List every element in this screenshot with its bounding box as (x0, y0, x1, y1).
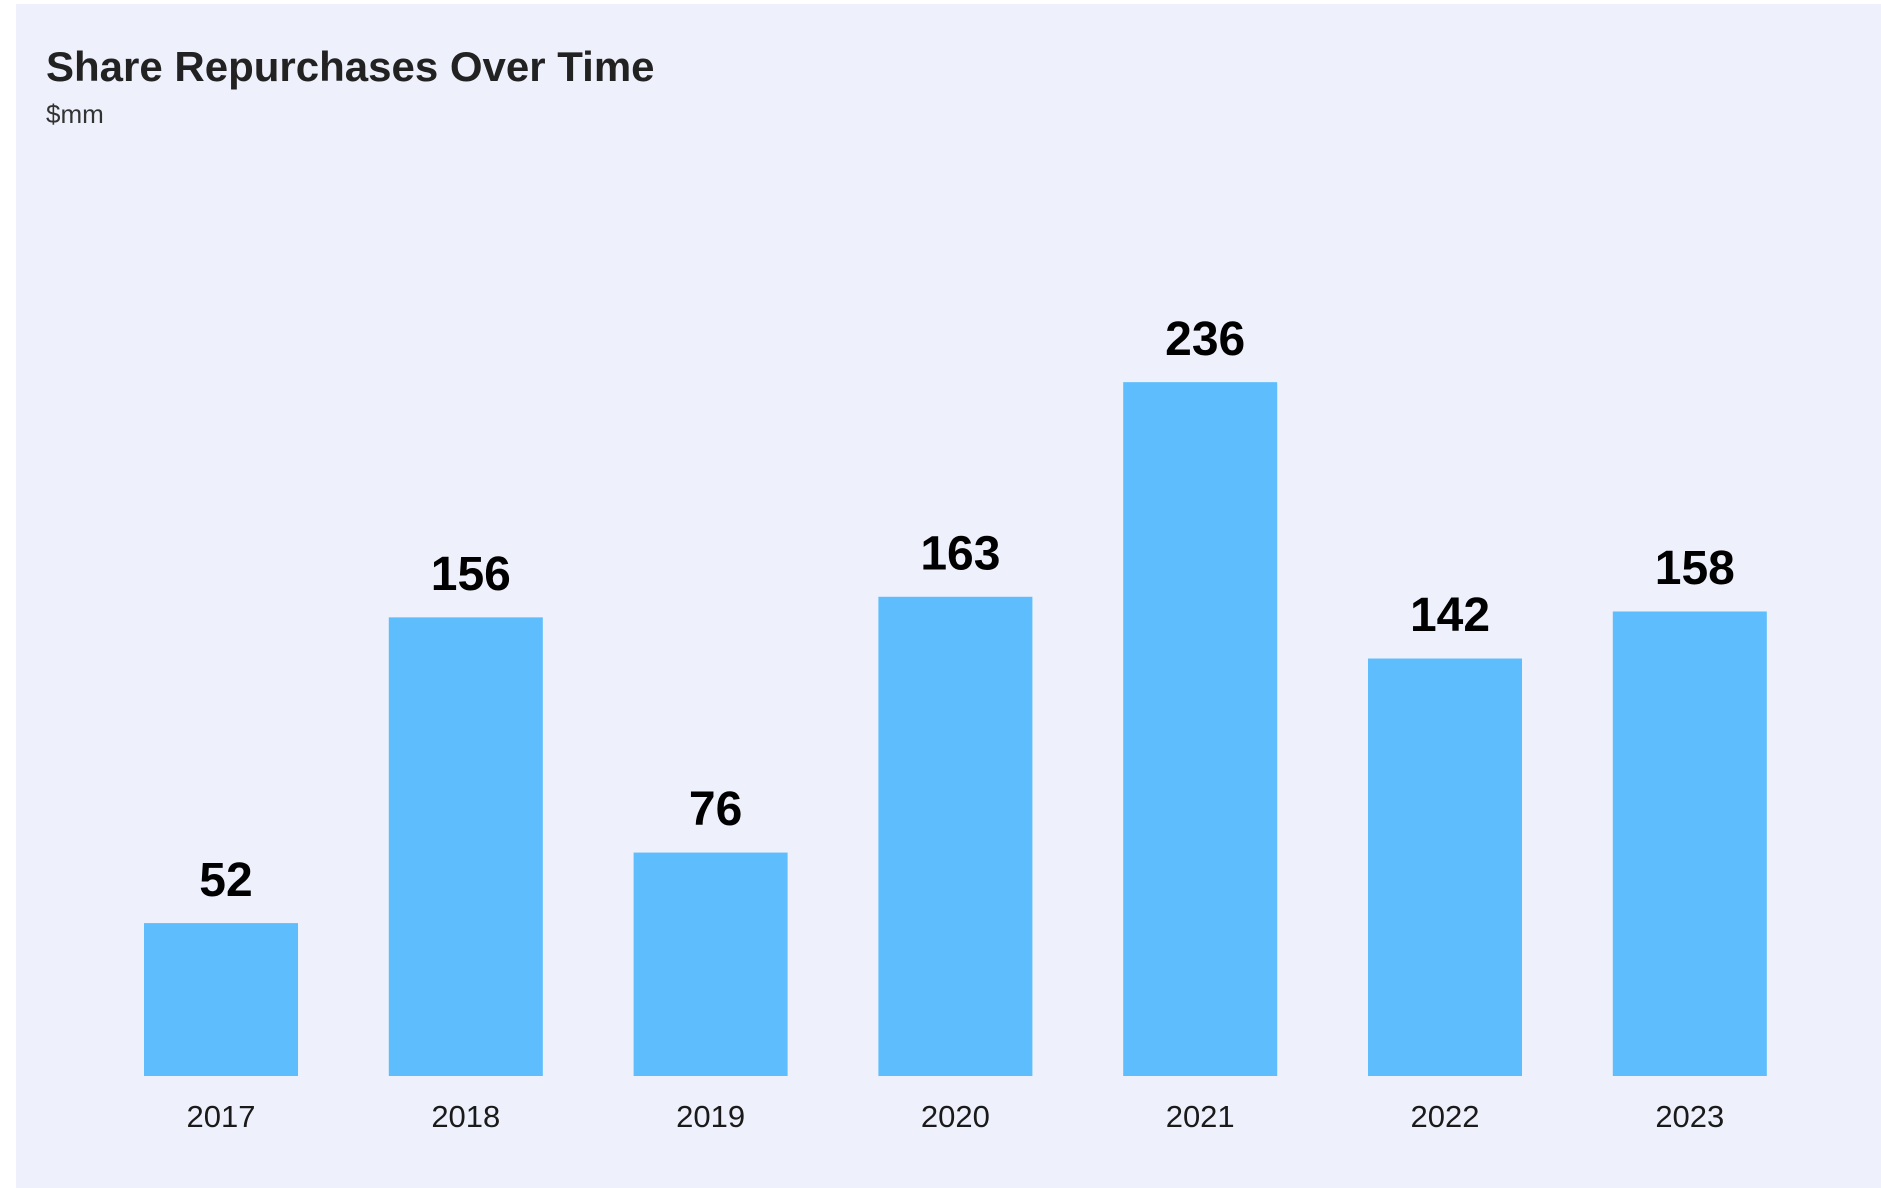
data-label: 76 (689, 783, 742, 836)
x-tick-label: 2017 (187, 1099, 256, 1134)
x-tick-label: 2021 (1166, 1099, 1235, 1134)
data-label: 52 (199, 854, 252, 907)
x-tick-label: 2019 (676, 1099, 745, 1134)
x-tick-label: 2018 (431, 1099, 500, 1134)
bar (144, 923, 298, 1076)
bar (1368, 658, 1522, 1076)
chart-title: Share Repurchases Over Time (46, 43, 655, 90)
bar (633, 852, 788, 1076)
data-label: 158 (1655, 542, 1735, 595)
data-label: 163 (920, 527, 1000, 580)
x-tick-label: 2023 (1655, 1099, 1724, 1134)
bar (1612, 611, 1767, 1076)
bar (388, 617, 543, 1076)
data-label: 156 (431, 548, 511, 601)
data-label: 142 (1410, 589, 1490, 642)
x-tick-label: 2020 (921, 1099, 990, 1134)
data-label: 236 (1165, 313, 1245, 366)
bar (878, 596, 1033, 1076)
x-tick-label: 2022 (1411, 1099, 1480, 1134)
chart-subtitle: $mm (46, 99, 104, 129)
bar (1123, 382, 1278, 1076)
